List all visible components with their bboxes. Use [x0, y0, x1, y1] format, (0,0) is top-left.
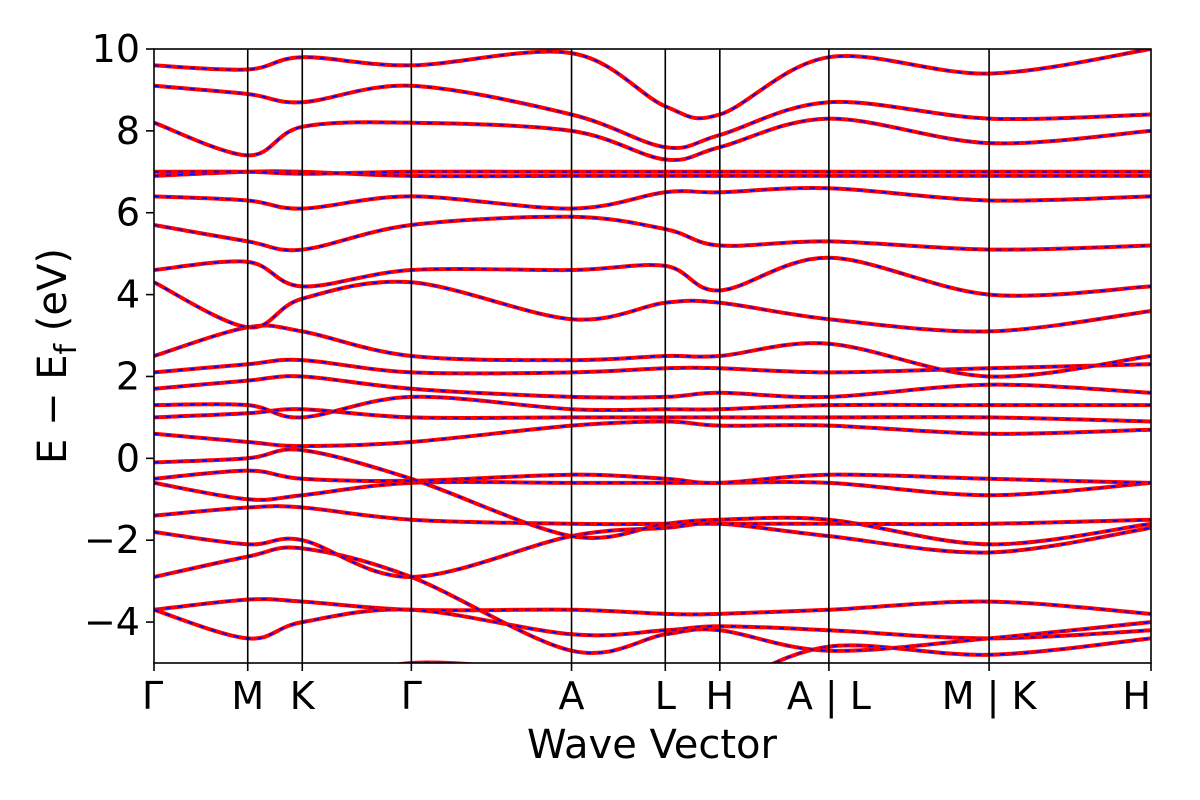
band-line-secondary — [154, 481, 1151, 501]
band-line — [154, 545, 1151, 656]
band-line — [154, 374, 1151, 400]
band-line-secondary — [154, 408, 1151, 423]
band-line — [154, 357, 1151, 376]
band-line — [154, 407, 1151, 424]
y-tick-label: 4 — [116, 273, 140, 317]
y-tick-label: −2 — [84, 518, 140, 562]
band-line — [154, 521, 1151, 580]
band-line — [154, 169, 1151, 179]
kpoint-divider-lines — [246, 49, 990, 663]
band-line — [154, 83, 1151, 150]
band-line-primary — [154, 214, 1151, 253]
band-line-primary — [154, 255, 1151, 298]
band-line-secondary — [154, 84, 1151, 149]
band-line — [154, 607, 1151, 641]
band-line-primary — [154, 116, 1151, 163]
x-tick-label: L — [655, 674, 676, 718]
x-tick-label: A | L — [787, 674, 871, 719]
band-line — [154, 255, 1151, 298]
y-axis-label-subscript: f — [49, 342, 84, 354]
plot-area — [153, 48, 1152, 664]
band-line — [154, 419, 1151, 449]
band-line-secondary — [154, 375, 1151, 399]
y-tick-label: 10 — [92, 27, 140, 71]
y-axis-label-main: E − E — [30, 354, 76, 464]
y-tick-label: 6 — [116, 191, 140, 235]
band-line — [154, 479, 1151, 502]
x-axis-label: Wave Vector — [527, 722, 778, 768]
band-lines — [154, 49, 1151, 663]
band-line-primary — [154, 504, 1151, 527]
x-tick-label: H — [706, 674, 735, 718]
y-tick-label: −4 — [84, 600, 140, 644]
band-line-primary — [154, 279, 1151, 334]
band-line — [154, 169, 1151, 176]
band-line — [154, 49, 1151, 121]
x-tick-label: Γ — [401, 674, 422, 718]
y-axis-label: E − Ef (eV) — [30, 248, 84, 464]
x-tick-label: A — [559, 674, 585, 718]
band-line-secondary — [154, 469, 1151, 484]
band-line-secondary — [154, 49, 1151, 120]
y-tick-label: 8 — [116, 109, 140, 153]
band-line-secondary — [154, 170, 1151, 178]
band-line — [154, 394, 1151, 420]
band-line-primary — [154, 479, 1151, 502]
band-line-primary — [154, 169, 1151, 176]
band-line — [154, 323, 1151, 379]
band-line-secondary — [154, 395, 1151, 419]
band-line-secondary — [154, 256, 1151, 297]
band-line-primary — [154, 419, 1151, 449]
band-line-secondary — [154, 117, 1151, 161]
band-line — [154, 214, 1151, 253]
band-line-secondary — [154, 546, 1151, 654]
plot-frame — [153, 48, 1152, 664]
band-line-secondary — [154, 448, 1151, 546]
y-tick-label: 2 — [116, 354, 140, 398]
y-axis-label-unit: (eV) — [30, 248, 76, 344]
x-tick-label: Γ — [142, 674, 163, 718]
band-line-primary — [154, 597, 1151, 617]
band-line — [154, 504, 1151, 527]
y-tick-label: 0 — [116, 436, 140, 480]
band-line-secondary — [154, 187, 1151, 210]
band-line-primary — [394, 636, 1151, 663]
band-line-secondary — [154, 598, 1151, 616]
band-line-secondary — [154, 170, 1151, 175]
x-tick-label: H — [1122, 674, 1151, 718]
band-line-primary — [154, 357, 1151, 376]
x-tick-label: M — [231, 674, 264, 718]
band-line — [154, 185, 1151, 211]
band-line — [154, 597, 1151, 617]
band-line-primary — [154, 83, 1151, 150]
y-axis-ticks: 10 8 6 4 2 0 −2 −4 — [84, 27, 154, 644]
band-line-primary — [154, 374, 1151, 400]
x-tick-label: M | K — [942, 674, 1038, 719]
band-line-primary — [154, 394, 1151, 420]
band-line — [154, 447, 1151, 547]
band-line-primary — [154, 185, 1151, 211]
band-line-secondary — [154, 420, 1151, 448]
band-line — [154, 116, 1151, 163]
band-line — [394, 636, 1151, 663]
band-line — [154, 468, 1151, 485]
band-line-secondary — [154, 522, 1151, 578]
band-line-secondary — [154, 280, 1151, 333]
band-line-secondary — [154, 608, 1151, 640]
band-line — [154, 279, 1151, 334]
band-line-secondary — [154, 215, 1151, 252]
band-line-secondary — [154, 324, 1151, 378]
band-line-secondary — [154, 505, 1151, 526]
x-tick-label: K — [290, 674, 316, 718]
band-line-primary — [154, 49, 1151, 121]
